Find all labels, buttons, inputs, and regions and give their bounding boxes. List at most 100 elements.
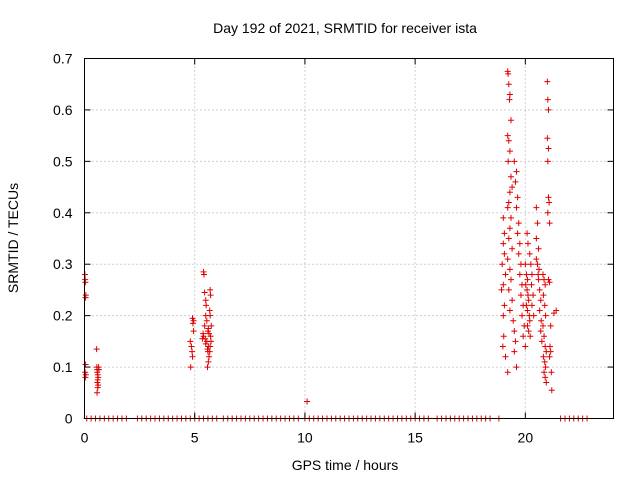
data-point [545,145,552,152]
data-point [505,235,512,242]
data-point [547,322,554,329]
data-point [199,335,206,342]
data-point [504,256,511,263]
data-point [502,353,509,360]
data-point [504,132,511,139]
data-point [536,286,543,293]
data-point [501,230,508,237]
data-point [205,325,212,332]
data-point [522,343,529,350]
data-point [498,286,505,293]
data-point [501,250,508,257]
data-point [506,266,513,273]
data-point [546,199,553,206]
data-point [94,379,101,386]
data-point [504,204,511,211]
data-point [505,158,512,165]
y-tick-label: 0.7 [53,51,73,67]
data-point [505,81,512,88]
data-point [528,271,535,278]
data-point [545,106,552,113]
y-tick-labels: 0 0.1 0.2 0.3 0.4 0.5 0.6 0.7 [53,51,73,427]
data-point [189,315,196,322]
data-point [200,330,207,337]
x-tick-label: 10 [297,430,313,446]
data-point [522,261,529,268]
data-point [207,343,214,350]
data-point [205,358,212,365]
data-point [540,353,547,360]
data-point [508,117,515,124]
data-point [542,364,549,371]
data-point [542,281,549,288]
data-point [206,353,213,360]
data-point [546,220,553,227]
data-point [530,292,537,299]
data-point [508,173,515,180]
data-point [544,158,551,165]
data-point [206,307,213,314]
data-point [501,302,508,309]
data-point [513,204,520,211]
data-point [502,271,509,278]
data-point [524,276,531,283]
data-point [538,338,545,345]
data-point [542,374,549,381]
data-point [533,256,540,263]
data-point [519,312,526,319]
data-point [516,240,523,247]
data-point [506,189,513,196]
data-point [534,261,541,268]
data-point [528,302,535,309]
data-point [504,369,511,376]
data-point [505,70,512,77]
data-point [207,312,214,319]
data-point [539,322,546,329]
data-point [202,297,209,304]
data-point [82,371,89,378]
x-axis-label: GPS time / hours [292,457,399,473]
data-point [513,168,520,175]
data-point [207,292,214,299]
data-point [530,312,537,319]
data-point [545,194,552,201]
data-point [524,230,531,237]
data-point [541,369,548,376]
axis-ticks [84,58,614,419]
data-point [512,178,519,185]
data-point [542,312,549,319]
data-point [94,389,101,396]
data-point [511,158,518,165]
data-point [505,137,512,144]
data-point [535,266,542,273]
data-point [208,338,215,345]
data-point [526,317,533,324]
data-point [189,353,196,360]
data-point [514,230,521,237]
data-point [537,328,544,335]
data-point [535,245,542,252]
data-point [537,297,544,304]
data-point [538,317,545,324]
data-point [509,297,516,304]
data-point [189,320,196,327]
data-point [512,338,519,345]
data-point [207,333,214,340]
y-axis-label: SRMTID / TECUs [5,183,21,293]
data-point [190,328,197,335]
data-point [511,328,518,335]
data-point [513,364,520,371]
data-point [505,286,512,293]
data-point [516,271,523,278]
data-point [506,307,513,314]
y-tick-label: 0.6 [53,102,73,118]
data-point [206,348,213,355]
data-point [524,322,531,329]
data-point [190,317,197,324]
data-point [541,358,548,365]
x-tick-label: 20 [518,430,534,446]
data-point [527,333,534,340]
y-tick-label: 0.3 [53,256,73,272]
data-point [534,220,541,227]
